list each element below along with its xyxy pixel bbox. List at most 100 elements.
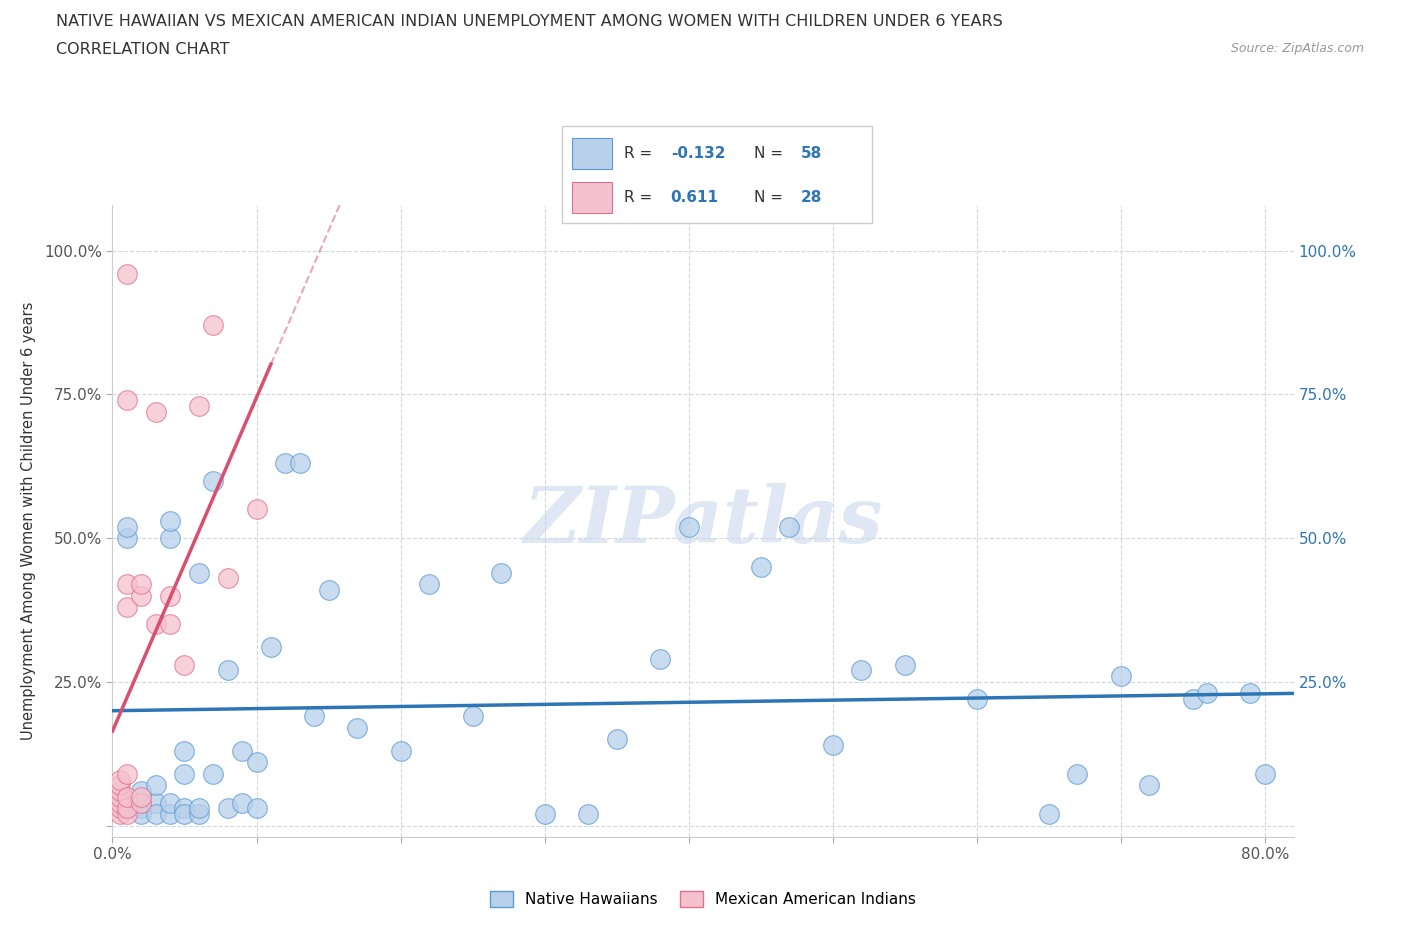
Point	[491, 565, 513, 580]
Point	[851, 663, 873, 678]
Point	[1139, 777, 1161, 792]
Point	[245, 755, 267, 770]
Point	[129, 806, 152, 821]
Point	[115, 392, 138, 407]
Point	[115, 790, 138, 804]
Text: Source: ZipAtlas.com: Source: ZipAtlas.com	[1230, 42, 1364, 55]
Point	[418, 577, 440, 591]
Y-axis label: Unemployment Among Women with Children Under 6 years: Unemployment Among Women with Children U…	[21, 301, 35, 740]
Point	[173, 766, 195, 781]
Point	[318, 582, 340, 597]
Point	[1181, 692, 1204, 707]
Point	[231, 743, 253, 758]
Point	[129, 588, 152, 603]
Point	[966, 692, 988, 707]
Point	[678, 519, 700, 534]
Point	[173, 806, 195, 821]
Point	[115, 801, 138, 816]
Point	[346, 721, 368, 736]
Point	[159, 617, 181, 631]
Point	[576, 806, 599, 821]
Point	[202, 766, 225, 781]
Point	[288, 456, 311, 471]
Point	[129, 784, 152, 799]
Point	[202, 473, 225, 488]
Bar	[572, 182, 612, 214]
Point	[231, 795, 253, 810]
Text: -0.132: -0.132	[671, 146, 725, 162]
Point	[129, 795, 152, 810]
Point	[108, 777, 131, 792]
Point	[778, 519, 800, 534]
Point	[129, 795, 152, 810]
Point	[108, 801, 131, 816]
Point	[187, 806, 209, 821]
Point	[187, 398, 209, 413]
Point	[648, 651, 671, 666]
Point	[115, 806, 138, 821]
Point	[159, 806, 181, 821]
Point	[187, 565, 209, 580]
Point	[202, 318, 225, 333]
Point	[173, 658, 195, 672]
Point	[821, 737, 844, 752]
Point	[302, 709, 325, 724]
Point	[129, 801, 152, 816]
Point	[115, 266, 138, 281]
FancyBboxPatch shape	[562, 126, 872, 223]
Point	[217, 571, 239, 586]
Point	[145, 617, 167, 631]
Text: CORRELATION CHART: CORRELATION CHART	[56, 42, 229, 57]
Point	[115, 801, 138, 816]
Point	[173, 801, 195, 816]
Point	[187, 801, 209, 816]
Point	[115, 600, 138, 615]
Point	[145, 795, 167, 810]
Point	[1038, 806, 1060, 821]
Point	[217, 801, 239, 816]
Point	[533, 806, 555, 821]
Point	[1254, 766, 1277, 781]
Point	[115, 531, 138, 546]
Point	[260, 640, 283, 655]
Point	[1239, 685, 1261, 700]
Point	[129, 577, 152, 591]
Point	[274, 456, 297, 471]
Point	[389, 743, 412, 758]
Text: R =: R =	[624, 146, 652, 162]
Point	[115, 577, 138, 591]
Point	[108, 784, 131, 799]
Point	[108, 806, 131, 821]
Point	[145, 777, 167, 792]
Point	[461, 709, 484, 724]
Point	[145, 806, 167, 821]
Text: NATIVE HAWAIIAN VS MEXICAN AMERICAN INDIAN UNEMPLOYMENT AMONG WOMEN WITH CHILDRE: NATIVE HAWAIIAN VS MEXICAN AMERICAN INDI…	[56, 14, 1002, 29]
Bar	[572, 139, 612, 169]
Point	[606, 732, 628, 747]
Point	[115, 519, 138, 534]
Point	[159, 513, 181, 528]
Point	[145, 405, 167, 419]
Point	[173, 743, 195, 758]
Text: 58: 58	[800, 146, 823, 162]
Point	[108, 790, 131, 804]
Point	[108, 795, 131, 810]
Point	[115, 766, 138, 781]
Point	[159, 588, 181, 603]
Point	[245, 801, 267, 816]
Point	[217, 663, 239, 678]
Point	[159, 531, 181, 546]
Legend: Native Hawaiians, Mexican American Indians: Native Hawaiians, Mexican American India…	[484, 884, 922, 913]
Text: N =: N =	[754, 191, 783, 206]
Point	[159, 795, 181, 810]
Point	[1066, 766, 1088, 781]
Text: 0.611: 0.611	[671, 191, 718, 206]
Point	[749, 559, 772, 574]
Text: 28: 28	[800, 191, 823, 206]
Text: ZIPatlas: ZIPatlas	[523, 483, 883, 559]
Point	[245, 502, 267, 517]
Point	[108, 772, 131, 787]
Point	[1109, 669, 1132, 684]
Point	[1197, 685, 1219, 700]
Point	[129, 790, 152, 804]
